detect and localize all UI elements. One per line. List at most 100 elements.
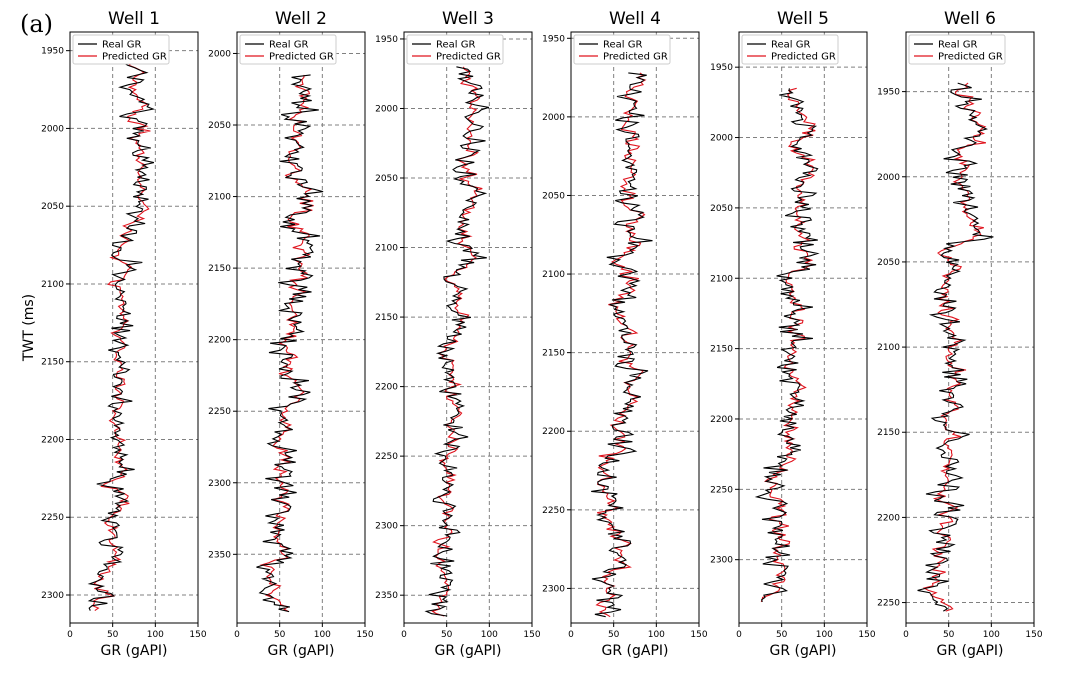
x-tick-label: 0 <box>903 630 909 640</box>
y-tick-label: 2150 <box>375 313 398 323</box>
legend-label: Real GR <box>603 40 642 51</box>
x-tick-label: 150 <box>1025 630 1042 640</box>
y-tick-label: 2300 <box>710 556 733 566</box>
y-tick-label: 2150 <box>41 358 64 368</box>
y-tick-label: 2150 <box>710 345 733 355</box>
y-tick-label: 2050 <box>710 204 733 214</box>
y-tick-label: 2200 <box>208 336 231 346</box>
plot-frame <box>403 31 533 624</box>
x-axis-label: GR (gAPI) <box>770 643 837 659</box>
grid <box>70 32 198 623</box>
y-tick-label: 2200 <box>41 435 64 445</box>
well-panel-2: 0 50 100 150 2000 2050 2100 2150 2200 2250 2300 235… <box>208 9 374 659</box>
y-tick-label: 2200 <box>375 383 398 393</box>
predicted-gr-line <box>760 87 817 603</box>
x-tick-label: 50 <box>943 630 955 640</box>
x-tick-label: 50 <box>608 630 620 640</box>
x-axis-label: GR (gAPI) <box>101 643 168 659</box>
real-gr-line <box>917 82 994 612</box>
legend-box <box>908 34 1006 65</box>
predicted-gr-line <box>91 50 151 612</box>
y-tick-label: 2000 <box>542 113 565 123</box>
well-panel-5: 0 50 100 150 1950 2000 2050 2100 2150 2200 2250 230… <box>710 9 876 659</box>
predicted-gr-line <box>922 82 987 612</box>
y-tick-label: 2000 <box>877 173 900 183</box>
x-tick-label: 100 <box>648 630 665 640</box>
legend-box <box>239 34 337 65</box>
legend-label: Real GR <box>771 40 810 51</box>
y-tick-label: 2100 <box>542 270 565 280</box>
real-gr-line <box>754 88 820 603</box>
y-tick-label: 1950 <box>710 63 733 73</box>
plot-frame <box>570 31 700 624</box>
legend-box <box>573 34 671 65</box>
y-tick-label: 2150 <box>208 264 231 274</box>
legend-label: Predicted GR <box>269 52 334 63</box>
well-panel-3: 0 50 100 150 1950 2000 2050 2100 2150 2200 2250 230… <box>375 9 541 659</box>
y-tick-label: 2350 <box>375 591 398 601</box>
x-tick-label: 100 <box>816 630 833 640</box>
x-tick-label: 150 <box>858 630 875 640</box>
legend-label: Predicted GR <box>603 52 668 63</box>
grid <box>404 32 532 623</box>
y-tick-label: 1950 <box>375 35 398 45</box>
x-tick-label: 50 <box>107 630 119 640</box>
x-axis-label: GR (gAPI) <box>268 643 335 659</box>
chart-title: Well 4 <box>609 9 661 29</box>
y-tick-label: 1950 <box>41 47 64 57</box>
y-tick-label: 2000 <box>41 124 64 134</box>
x-axis-label: GR (gAPI) <box>602 643 669 659</box>
chart-title: Well 3 <box>442 9 494 29</box>
real-gr-line <box>424 66 490 617</box>
chart-title: Well 5 <box>777 9 829 29</box>
plot-frame <box>738 31 868 624</box>
y-axis-label: TWT (ms) <box>21 294 37 362</box>
x-tick-label: 150 <box>356 630 373 640</box>
x-tick-label: 100 <box>147 630 164 640</box>
y-tick-label: 2300 <box>41 591 64 601</box>
x-tick-label: 0 <box>401 630 407 640</box>
y-tick-label: 2150 <box>877 428 900 438</box>
x-tick-label: 150 <box>523 630 540 640</box>
grid <box>571 32 699 623</box>
x-tick-label: 50 <box>441 630 453 640</box>
y-tick-label: 2000 <box>208 49 231 59</box>
legend-label: Real GR <box>102 40 141 51</box>
y-tick-label: 2100 <box>877 343 900 353</box>
plot-frame <box>69 31 199 624</box>
y-tick-label: 2150 <box>542 349 565 359</box>
y-tick-label: 2000 <box>710 134 733 144</box>
grid <box>739 32 867 623</box>
y-tick-label: 2050 <box>41 202 64 212</box>
plot-frame <box>905 31 1035 624</box>
y-tick-label: 2050 <box>877 258 900 268</box>
y-tick-label: 2050 <box>375 174 398 184</box>
x-tick-label: 0 <box>234 630 240 640</box>
y-tick-label: 2100 <box>41 280 64 290</box>
x-axis-label: GR (gAPI) <box>435 643 502 659</box>
y-tick-label: 2250 <box>375 452 398 462</box>
y-tick-label: 2300 <box>542 584 565 594</box>
x-axis-label: GR (gAPI) <box>937 643 1004 659</box>
legend-box <box>72 34 170 65</box>
real-gr-line <box>256 74 324 613</box>
chart-title: Well 1 <box>108 9 160 29</box>
x-tick-label: 0 <box>568 630 574 640</box>
y-tick-label: 2300 <box>208 479 231 489</box>
well-panel-1: 0 50 100 150 1950 2000 2050 2100 2150 2200 2250 230… <box>21 9 207 659</box>
legend-label: Predicted GR <box>771 52 836 63</box>
y-tick-label: 2350 <box>208 550 231 560</box>
x-tick-label: 0 <box>736 630 742 640</box>
predicted-gr-line <box>595 72 647 618</box>
chart-title: Well 2 <box>275 9 327 29</box>
y-tick-label: 1950 <box>542 34 565 44</box>
x-tick-label: 100 <box>983 630 1000 640</box>
x-tick-label: 50 <box>274 630 286 640</box>
legend-label: Real GR <box>436 40 475 51</box>
x-tick-label: 100 <box>481 630 498 640</box>
legend-box <box>406 34 504 65</box>
legend-label: Predicted GR <box>938 52 1003 63</box>
